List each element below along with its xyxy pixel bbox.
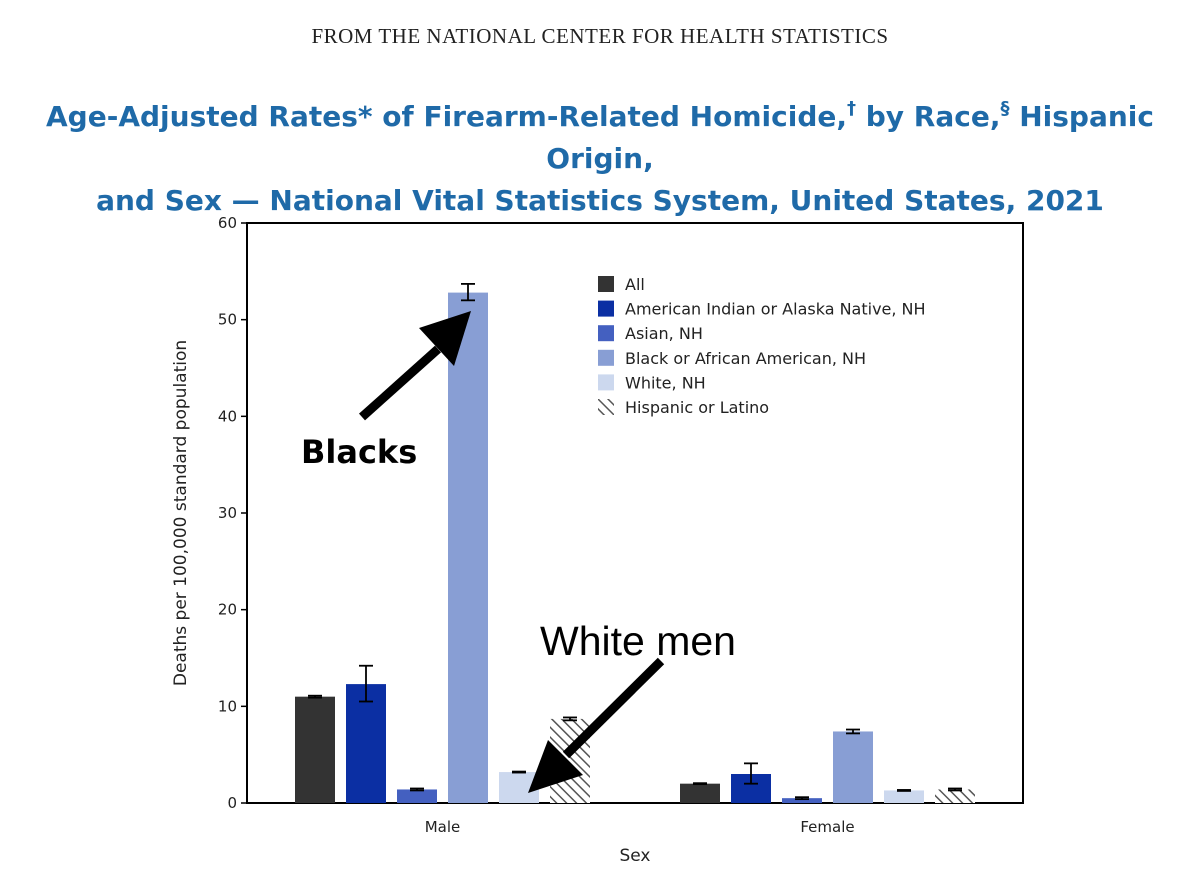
legend-label-3: Black or African American, NH [625, 349, 866, 368]
bar-male-2 [397, 789, 437, 803]
y-tick-label: 50 [218, 311, 237, 329]
legend-label-4: White, NH [625, 373, 706, 392]
source-header: FROM THE NATIONAL CENTER FOR HEALTH STAT… [311, 24, 889, 48]
legend-swatch-0 [598, 276, 614, 292]
legend-swatch-1 [598, 300, 614, 317]
y-tick-label: 10 [218, 697, 237, 715]
legend: All American Indian or Alaska Native, NH A… [598, 275, 926, 417]
bar-female-4 [884, 790, 924, 803]
legend-label-0: All [625, 275, 645, 294]
bar-female-2 [782, 798, 822, 803]
legend-swatch-2 [598, 325, 614, 342]
y-tick-label: 40 [218, 407, 237, 425]
x-tick-label-male: Male [425, 818, 461, 836]
bar-female-3 [833, 731, 873, 803]
chart-title: Age-Adjusted Rates* of Firearm-Related H… [0, 96, 1200, 222]
title-line-2: and Sex — National Vital Statistics Syst… [96, 184, 1104, 217]
legend-label-2: Asian, NH [625, 324, 703, 343]
bar-male-1 [346, 684, 386, 803]
annotation-blacks: Blacks [301, 433, 417, 471]
bar-female-0 [680, 783, 720, 803]
legend-label-5: Hispanic or Latino [625, 398, 769, 417]
legend-swatch-4 [598, 374, 614, 391]
x-tick-label-female: Female [800, 818, 854, 836]
arrow-white-men [562, 657, 665, 759]
title-line-1: Age-Adjusted Rates* of Firearm-Related H… [46, 97, 1154, 175]
y-axis-label: Deaths per 100,000 standard population [171, 340, 191, 686]
bar-male-0 [295, 696, 335, 803]
arrow-blacks [358, 345, 442, 421]
y-tick-label: 30 [218, 504, 237, 522]
y-tick-label: 0 [227, 794, 237, 812]
bar-male-3 [448, 292, 488, 803]
annotation-white-men: White men [540, 618, 736, 664]
legend-swatch-5 [598, 399, 614, 415]
bar-female-5 [935, 789, 975, 803]
y-tick-label: 60 [218, 214, 237, 232]
legend-swatch-3 [598, 349, 614, 366]
y-tick-label: 20 [218, 601, 237, 619]
x-axis-label: Sex [619, 846, 650, 866]
arrow-white-men-head [528, 740, 583, 793]
legend-label-1: American Indian or Alaska Native, NH [625, 300, 926, 319]
arrow-blacks-head [419, 311, 471, 366]
